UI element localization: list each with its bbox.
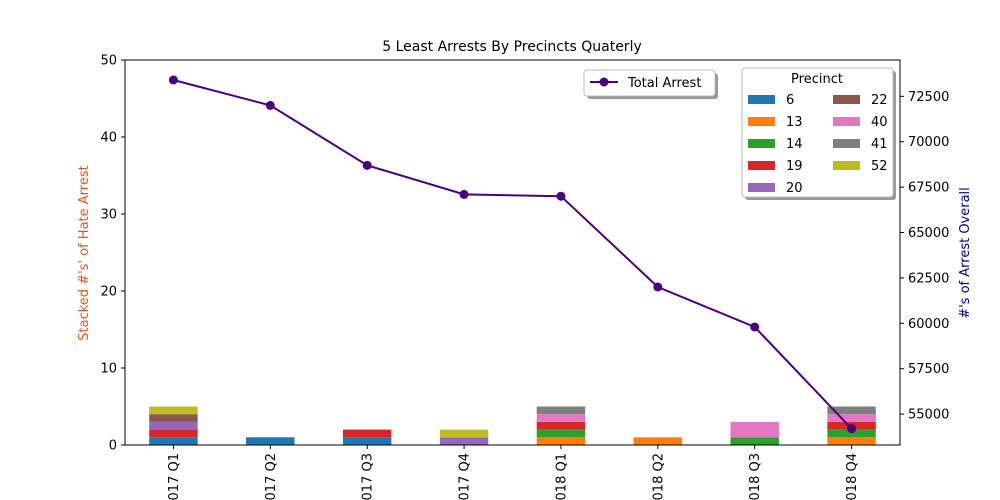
right-axis: 55000 57500 60000 62500 65000 67500 70000 72500 [900,90,949,423]
legend-swatch-20 [748,183,775,192]
legend-label-40: 40 [871,115,888,130]
legend-swatch-40 [833,117,860,126]
total-arrest-point-4 [459,189,469,199]
precinct-legend-entries: 6 13 14 19 20 22 40 41 52 [748,93,888,196]
legend-label-13: 13 [786,115,803,130]
bar-precinct-13-8 [827,437,876,445]
total-arrest-point-2 [265,100,275,110]
bar-precinct-6-3 [342,437,392,445]
right-tick-label: 62500 [908,271,949,286]
x-tick-label: 2018 Q1 [554,453,569,500]
total-arrest-point-8 [847,424,857,434]
legend-label-22: 22 [871,93,888,108]
bar-precinct-52-4 [439,429,489,438]
total-arrest-point-3 [362,160,372,170]
legend-label-14: 14 [786,137,803,152]
x-tick-label: 2017 Q3 [361,453,376,500]
bar-precinct-6-1 [149,437,198,445]
total-arrest-line [173,79,853,430]
bar-precinct-6-2 [246,437,295,445]
bar-precinct-40-5 [536,414,586,422]
precinct-legend-box [741,67,894,198]
right-axis-label: #'s of Arrest Overall [958,187,973,319]
left-tick-label: 0 [109,439,117,454]
legend-swatch-14 [748,139,775,148]
legend-swatch-41 [833,139,860,148]
bar-precinct-41-5 [536,406,586,415]
left-tick-label: 40 [100,131,117,146]
right-tick-label: 72500 [908,90,949,105]
legend-label-41: 41 [871,137,888,152]
bar-precinct-13-5 [536,437,586,445]
line-legend-marker [599,77,609,87]
bar-precinct-40-8 [827,414,876,422]
chart-title: 5 Least Arrests By Precincts Quaterly [382,39,642,55]
legend-label-6: 6 [786,93,794,108]
total-arrest-point-7 [750,322,760,332]
line-legend: Total Arrest [583,69,718,99]
line-legend-label: Total Arrest [627,76,701,91]
x-tick-label: 2018 Q3 [748,453,763,500]
left-tick-label: 30 [100,208,117,223]
total-arrest-line-layer [168,75,857,434]
left-tick-label: 20 [100,285,117,300]
bar-precinct-20-4 [439,437,489,445]
total-arrest-point-1 [168,75,178,85]
bar-precinct-19-1 [149,429,198,438]
plot-area-frame [124,59,901,446]
right-tick-label: 65000 [908,226,949,241]
right-tick-label: 57500 [908,362,949,377]
x-tick-label: 2018 Q4 [845,453,860,500]
right-tick-label: 70000 [908,135,949,150]
legend-label-20: 20 [786,181,803,196]
legend-swatch-13 [748,117,775,126]
left-tick-label: 10 [100,362,117,377]
legend-swatch-19 [748,161,775,170]
legend-label-19: 19 [786,159,803,174]
x-axis: 2017 Q1 2017 Q2 2017 Q3 2017 Q4 2018 Q1 2018 … [167,445,860,500]
x-tick-label: 2017 Q1 [167,453,182,500]
bar-precinct-13-6 [633,437,683,445]
bar-precinct-14-8 [827,429,876,438]
bar-precinct-52-1 [149,406,198,415]
bar-precinct-14-7 [730,437,779,445]
precinct-legend-title: Precinct [791,72,843,87]
left-axis-label: Stacked #'s' of Hate Arrest [77,165,92,340]
total-arrest-point-6 [653,282,663,292]
bar-precinct-22-1 [149,414,198,422]
left-tick-label: 50 [100,54,117,69]
bar-precinct-19-5 [536,421,586,430]
legend-swatch-6 [748,95,775,104]
x-tick-label: 2017 Q4 [458,453,473,500]
line-legend-box [583,69,716,97]
x-tick-label: 2017 Q2 [264,453,279,500]
legend-swatch-52 [833,161,860,170]
precinct-legend: Precinct 6 13 14 19 20 22 40 41 52 [741,67,896,200]
legend-swatch-22 [833,95,860,104]
bar-precinct-41-8 [827,406,876,415]
right-tick-label: 60000 [908,317,949,332]
right-tick-label: 67500 [908,181,949,196]
legend-label-52: 52 [871,159,888,174]
left-axis: 0 10 20 30 40 50 [100,54,125,454]
total-arrest-point-5 [556,191,566,201]
bar-precinct-40-7 [730,421,779,438]
right-tick-label: 55000 [908,408,949,423]
x-tick-label: 2018 Q2 [651,453,666,500]
bar-precinct-14-5 [536,429,586,438]
bar-precinct-20-1 [149,421,198,430]
bar-precinct-19-3 [342,429,392,438]
